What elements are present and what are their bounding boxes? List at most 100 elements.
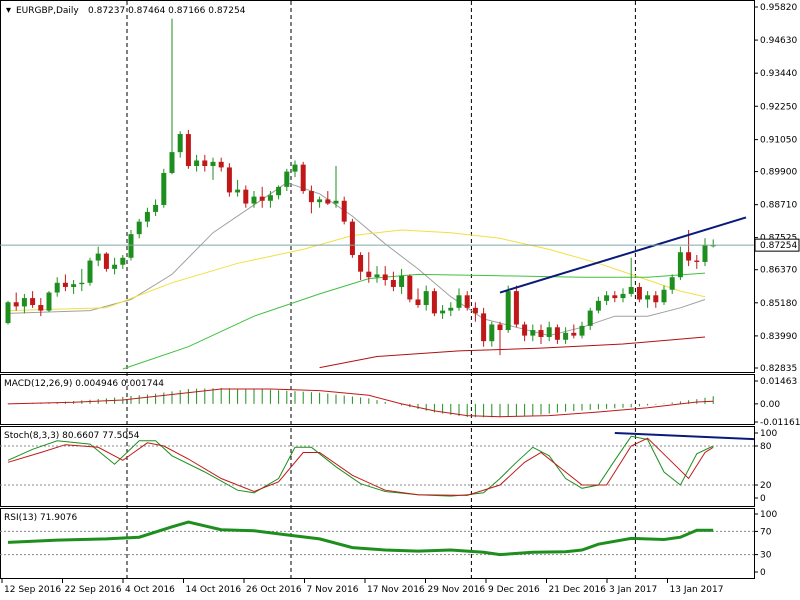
candle <box>710 239 716 248</box>
candle-body <box>579 325 585 336</box>
stoch-axis-label: 0 <box>760 494 766 504</box>
candle <box>71 280 77 294</box>
candle <box>636 282 642 303</box>
candle <box>669 274 675 294</box>
candle-body <box>38 305 44 311</box>
stoch-signal-line <box>7 437 714 496</box>
candle-body <box>587 310 593 326</box>
candle-body <box>95 253 101 261</box>
candle-body <box>669 277 675 290</box>
macd-axis-label: 0.01463 <box>760 377 797 387</box>
candle-body <box>21 298 27 307</box>
candle-body <box>251 196 257 204</box>
candle-body <box>120 257 126 265</box>
candle-body <box>612 295 618 299</box>
stoch-trendline <box>614 432 755 441</box>
price-axis-label: 0.95820 <box>760 3 797 13</box>
candle <box>136 218 142 239</box>
candle-body <box>481 313 487 342</box>
price-axis-label: 0.86370 <box>760 266 797 276</box>
candle <box>226 163 232 197</box>
candle-body <box>415 299 421 306</box>
candle-body <box>571 332 577 336</box>
candle-body <box>686 252 692 261</box>
candle <box>325 191 331 205</box>
candle-body <box>497 324 503 331</box>
candle <box>95 246 101 267</box>
candle-body <box>153 204 159 212</box>
moving-average-1 <box>7 182 706 337</box>
candle <box>317 196 323 208</box>
date-axis-label: 13 Jan 2017 <box>670 585 724 595</box>
price-panel[interactable] <box>0 0 755 373</box>
rsi-axis-label: 30 <box>760 551 772 561</box>
candle <box>259 186 265 208</box>
date-axis-label: 29 Nov 2016 <box>428 585 486 595</box>
stoch-title: Stoch(8,3,3) 80.6607 77.5054 <box>4 431 140 441</box>
candle <box>677 246 683 281</box>
candle <box>120 254 126 269</box>
candle <box>489 321 495 347</box>
candle-body <box>112 264 118 269</box>
candle-body <box>636 286 642 300</box>
stoch-layer <box>0 432 755 497</box>
candle <box>382 266 388 286</box>
macd-title: MACD(12,26,9) 0.004946 0.001744 <box>4 379 164 389</box>
candle <box>54 277 60 297</box>
candle-body <box>218 161 224 168</box>
candle-body <box>71 284 77 287</box>
candle <box>694 254 700 269</box>
rsi-panel[interactable] <box>0 508 755 579</box>
candle <box>349 218 355 258</box>
candle <box>300 161 306 194</box>
candle-body <box>128 234 134 258</box>
price-axis-label: 0.92250 <box>760 102 797 112</box>
candle-body <box>513 291 519 325</box>
ohlc-label: 0.87237 0.87464 0.87166 0.87254 <box>88 6 246 16</box>
symbol-label: EURGBP,Daily <box>16 6 79 16</box>
rsi-title: RSI(13) 71.9076 <box>4 513 77 523</box>
candle-body <box>333 200 339 204</box>
candle-body <box>464 295 470 308</box>
candle <box>292 160 298 178</box>
candle <box>604 291 610 306</box>
rsi-layer <box>0 520 754 557</box>
price-axis-label: 0.87525 <box>760 234 797 244</box>
rsi-axis-label: 70 <box>760 527 772 537</box>
candle-body <box>210 161 216 167</box>
candle-body <box>554 327 560 340</box>
chart-header-icon: ▾ <box>6 5 11 16</box>
candle-body <box>710 245 716 247</box>
candle-body <box>530 330 536 336</box>
vertical-gridlines <box>126 1 636 578</box>
candle-body <box>30 298 36 306</box>
date-axis-label: 17 Nov 2016 <box>367 585 425 595</box>
candle-body <box>202 160 208 167</box>
candle <box>390 271 396 292</box>
candle-body <box>505 291 511 331</box>
candle <box>571 324 577 339</box>
candle <box>456 288 462 311</box>
stoch-axis-label: 100 <box>760 429 777 439</box>
date-axis-label: 12 Sep 2016 <box>4 585 61 595</box>
candle <box>144 207 150 228</box>
candle-body <box>604 295 610 301</box>
candle <box>177 131 183 158</box>
candle <box>5 300 11 325</box>
candle <box>202 154 208 172</box>
candle-body <box>407 275 413 300</box>
date-axis-label: 7 Nov 2016 <box>307 585 359 595</box>
candle-body <box>177 134 183 153</box>
date-axis-label: 21 Dec 2016 <box>549 585 607 595</box>
stoch-panel[interactable] <box>0 426 755 507</box>
candle <box>235 179 241 197</box>
macd-panel[interactable] <box>0 374 755 425</box>
candle <box>546 321 552 342</box>
candle-body <box>522 324 528 336</box>
candle <box>366 252 372 283</box>
candle-body <box>194 160 200 167</box>
price-trendline <box>499 216 747 294</box>
candle-body <box>325 199 331 204</box>
candle <box>448 302 454 317</box>
